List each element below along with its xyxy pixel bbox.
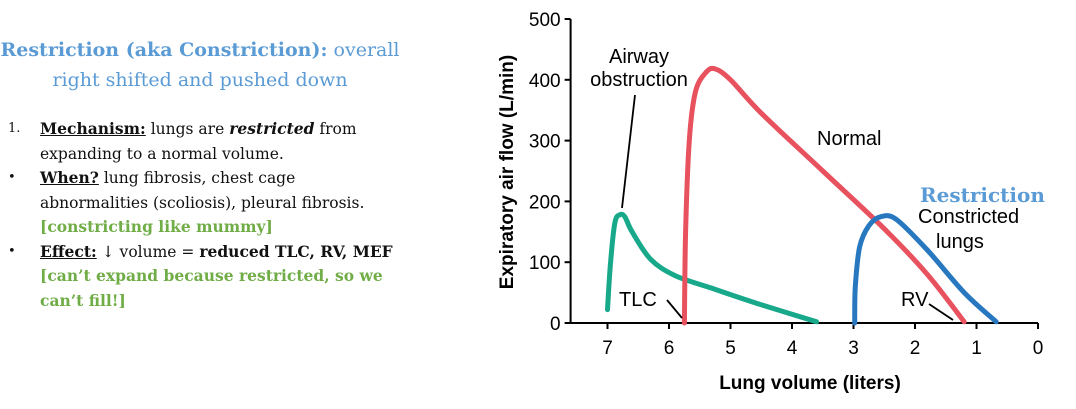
list-bullet: • xyxy=(8,243,16,259)
list-item-when: • When? lung fibrosis, chest cage abnorm… xyxy=(0,166,400,240)
x-tick-label: 0 xyxy=(1033,338,1044,359)
when-note: [constricting like mummy] xyxy=(40,217,273,236)
tlc-pointer xyxy=(666,299,683,319)
rv-pointer xyxy=(928,303,954,321)
slide-heading: Restriction (aka Constriction): overall … xyxy=(0,35,400,95)
restriction-label: Restriction xyxy=(920,183,1045,207)
airway-pointer xyxy=(621,94,636,209)
x-tick-label: 2 xyxy=(910,338,921,359)
x-tick-label: 7 xyxy=(602,338,613,359)
effect-label: Effect: xyxy=(40,241,97,261)
mechanism-emphasis: restricted xyxy=(229,119,315,138)
rv-label: RV xyxy=(901,289,929,311)
effect-text: ↓ volume = xyxy=(96,242,200,261)
normal-curve xyxy=(681,65,967,326)
list-bullet: • xyxy=(8,170,16,185)
when-label: When? xyxy=(40,168,99,187)
effect-note: [can’t expand because restricted, so we … xyxy=(40,266,383,310)
normal-label: Normal xyxy=(817,128,881,150)
airway-label-line1: Airway xyxy=(609,46,669,68)
list-item-mechanism: 1. Mechanism: lungs are restricted from … xyxy=(0,117,400,166)
airway-obstruction-curve xyxy=(605,211,820,325)
x-tick-label: 6 xyxy=(664,338,675,359)
y-tick-label: 0 xyxy=(550,314,561,335)
list-marker: 1. xyxy=(8,121,21,136)
constricted-lungs-curve xyxy=(852,213,999,326)
points-list: 1. Mechanism: lungs are restricted from … xyxy=(0,117,400,313)
heading-bold: Restriction (aka Constriction): xyxy=(0,39,328,61)
tlc-label: TLC xyxy=(619,289,657,311)
y-axis-label: Expiratory air flow (L/min) xyxy=(497,55,518,289)
when-text: lung fibrosis, chest cage abnormalities … xyxy=(40,169,365,212)
airway-label-line2: obstruction xyxy=(590,69,688,91)
flow-volume-figure: 0 100 200 300 400 500 7 6 5 4 3 2 1 0 Lung volume (lit… xyxy=(485,0,1076,409)
x-tick-label: 1 xyxy=(971,338,982,359)
x-tick-label: 3 xyxy=(848,338,859,359)
x-axis-label: Lung volume (liters) xyxy=(719,373,901,394)
mechanism-text-2: from expanding to a normal volume. xyxy=(40,120,357,163)
explanation-panel: Restriction (aka Constriction): overall … xyxy=(0,0,400,409)
y-tick-label: 400 xyxy=(529,71,561,92)
mechanism-text-1: lungs are xyxy=(145,120,230,138)
y-tick-label: 100 xyxy=(529,253,561,274)
x-tick-label: 5 xyxy=(725,338,736,359)
y-tick-label: 500 xyxy=(529,10,561,31)
y-tick-label: 200 xyxy=(529,192,561,213)
x-tick-label: 4 xyxy=(787,338,798,359)
constricted-label-line2: lungs xyxy=(936,231,984,253)
flow-volume-chart: 0 100 200 300 400 500 7 6 5 4 3 2 1 0 Lung volume (lit… xyxy=(497,10,1044,394)
constricted-label-line1: Constricted xyxy=(918,206,1019,228)
list-item-effect: • Effect: ↓ volume = reduced TLC, RV, ME… xyxy=(0,240,400,314)
y-tick-label: 300 xyxy=(529,132,561,153)
heading-rest: overall right shifted and pushed down xyxy=(52,39,400,91)
mechanism-label: Mechanism: xyxy=(40,119,146,138)
effect-bold: reduced TLC, RV, MEF xyxy=(199,241,393,261)
